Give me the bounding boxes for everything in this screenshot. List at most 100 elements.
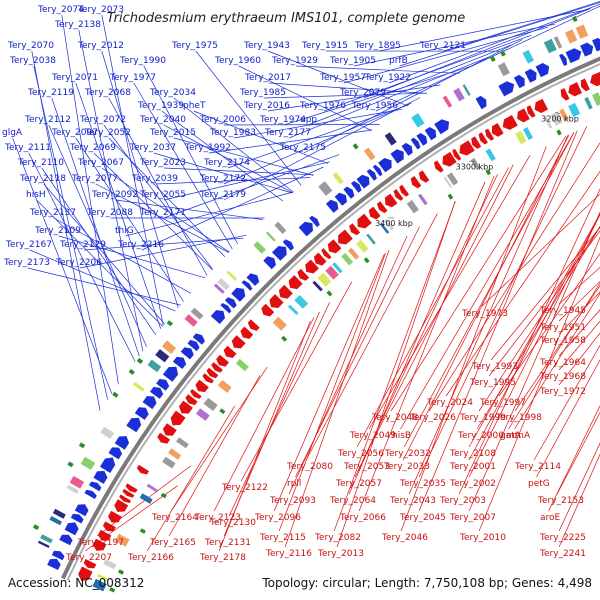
gene-label-plus: Tery_2052 bbox=[84, 128, 131, 138]
feature-block bbox=[584, 97, 593, 110]
gene-label-minus: Tery_2000 bbox=[457, 431, 504, 441]
cds-arrow bbox=[580, 78, 590, 92]
cds-arrow bbox=[272, 246, 287, 261]
cds-arrow bbox=[416, 133, 428, 146]
leader-line-minus bbox=[480, 193, 600, 308]
leader-line-plus bbox=[268, 82, 427, 94]
feature-block bbox=[97, 573, 110, 582]
leader-line-minus bbox=[284, 250, 390, 548]
leader-line-minus bbox=[490, 226, 600, 361]
feature-block bbox=[332, 262, 343, 274]
feature-block bbox=[522, 49, 534, 64]
feature-block bbox=[133, 381, 145, 392]
cds-arrow bbox=[83, 559, 97, 569]
gene-label-minus: Tery_2164 bbox=[151, 513, 198, 523]
gene-label-plus: Tery_2023 bbox=[139, 158, 186, 168]
cds-arrow bbox=[418, 170, 430, 183]
feature-block bbox=[544, 116, 553, 129]
gene-label-minus: Tery_1998 bbox=[495, 413, 542, 423]
cds-arrow bbox=[592, 37, 600, 52]
gene-label-plus: Tery_1990 bbox=[119, 56, 166, 66]
misc-feature-tick bbox=[490, 55, 496, 62]
gene-label-plus: Tery_1992 bbox=[184, 143, 231, 153]
cds-arrow bbox=[305, 259, 319, 274]
cds-arrow bbox=[261, 303, 275, 317]
gene-label-plus: Tery_2037 bbox=[129, 143, 176, 153]
misc-feature-tick bbox=[326, 290, 333, 297]
gene-label-plus: Tery_2175 bbox=[279, 143, 326, 153]
gene-label-minus: Tery_2153 bbox=[537, 496, 584, 506]
gene-label-plus: Tery_2070 bbox=[7, 41, 54, 51]
feature-block bbox=[325, 265, 339, 280]
cds-arrow bbox=[119, 494, 131, 504]
leader-line-plus bbox=[51, 97, 140, 357]
gene-label-plus: Tery_2172 bbox=[199, 174, 246, 184]
gene-label-minus: petG bbox=[528, 479, 550, 489]
gene-label-minus: Tery_2225 bbox=[539, 533, 586, 543]
cds-arrow bbox=[442, 151, 457, 167]
leader-line-minus bbox=[468, 213, 600, 448]
feature-block bbox=[341, 253, 354, 266]
gene-label-minus: Tery_2046 bbox=[381, 533, 428, 543]
cds-arrow bbox=[179, 400, 193, 414]
leader-line-minus bbox=[368, 155, 531, 430]
leader-line-plus bbox=[141, 166, 324, 251]
gene-label-minus: Tery_2165 bbox=[149, 538, 196, 548]
feature-block bbox=[100, 426, 115, 439]
cds-arrow bbox=[134, 407, 149, 420]
gene-label-plus: Tery_2129 bbox=[59, 240, 106, 250]
gene-label-plus: Tery_1943 bbox=[243, 41, 290, 51]
leader-line-plus bbox=[267, 50, 408, 107]
leader-line-minus bbox=[536, 359, 600, 478]
gene-label-plus: Tery_2039 bbox=[131, 174, 178, 184]
backbone-inner-arc bbox=[66, 63, 600, 581]
leader-line-plus bbox=[12, 137, 113, 394]
feature-block bbox=[568, 102, 581, 117]
gene-label-plus: Tery_2006 bbox=[199, 115, 246, 125]
misc-feature-tick bbox=[112, 391, 119, 398]
feature-block bbox=[265, 231, 276, 242]
gene-label-plus: Tery_2079 bbox=[339, 88, 386, 98]
gene-label-plus: Tery_2088 bbox=[86, 208, 133, 218]
gene-label-plus: Tery_2017 bbox=[244, 73, 291, 83]
leader-line-plus bbox=[388, 3, 600, 84]
cds-arrow bbox=[195, 379, 209, 393]
gene-label-plus: Tery_1977 bbox=[109, 73, 156, 83]
cds-track-minus bbox=[78, 71, 600, 582]
leader-line-minus bbox=[533, 344, 600, 461]
leader-line-minus bbox=[358, 176, 495, 512]
feature-block bbox=[115, 533, 130, 547]
accession-text: Accession: NC_008312 bbox=[8, 576, 144, 590]
gene-label-plus: Tery_1929 bbox=[271, 56, 318, 66]
gene-label-minus: Tery_2166 bbox=[127, 553, 174, 563]
cds-arrow bbox=[240, 326, 254, 339]
gene-label-minus: Tery_2082 bbox=[314, 533, 361, 543]
leader-line-plus bbox=[28, 152, 136, 362]
gene-label-plus: Tery_2137 bbox=[29, 208, 76, 218]
gene-label-plus: Tery_2012 bbox=[77, 41, 124, 51]
cds-arrow bbox=[210, 310, 225, 324]
gene-label-plus: Tery_2077 bbox=[71, 174, 118, 184]
cds-arrow bbox=[313, 252, 327, 266]
gene-label-plus: Tery_1976 bbox=[299, 101, 346, 111]
gene-label-plus: Tery_1905 bbox=[329, 56, 376, 66]
cds-arrow bbox=[297, 268, 310, 281]
leader-line-minus bbox=[476, 226, 600, 430]
cds-arrow bbox=[378, 158, 392, 173]
feature-block bbox=[66, 484, 79, 494]
leader-line-minus bbox=[468, 213, 600, 461]
feature-block bbox=[294, 295, 309, 309]
cds-arrow bbox=[100, 457, 116, 473]
gene-label-minus: Tery_2024 bbox=[426, 398, 473, 408]
feature-block bbox=[253, 241, 266, 254]
misc-feature-tick bbox=[109, 587, 116, 593]
cds-arrow bbox=[170, 410, 186, 426]
leader-line-minus bbox=[348, 181, 486, 495]
cds-arrow bbox=[247, 319, 260, 331]
gene-label-plus: Tery_2072 bbox=[79, 115, 126, 125]
cds-arrow bbox=[162, 423, 177, 436]
scale-labels: 2800 kbp2900 kbp3000 kbp3100 kbp3200 kbp… bbox=[375, 112, 579, 228]
feature-block bbox=[147, 359, 162, 373]
cds-arrow bbox=[568, 82, 582, 97]
